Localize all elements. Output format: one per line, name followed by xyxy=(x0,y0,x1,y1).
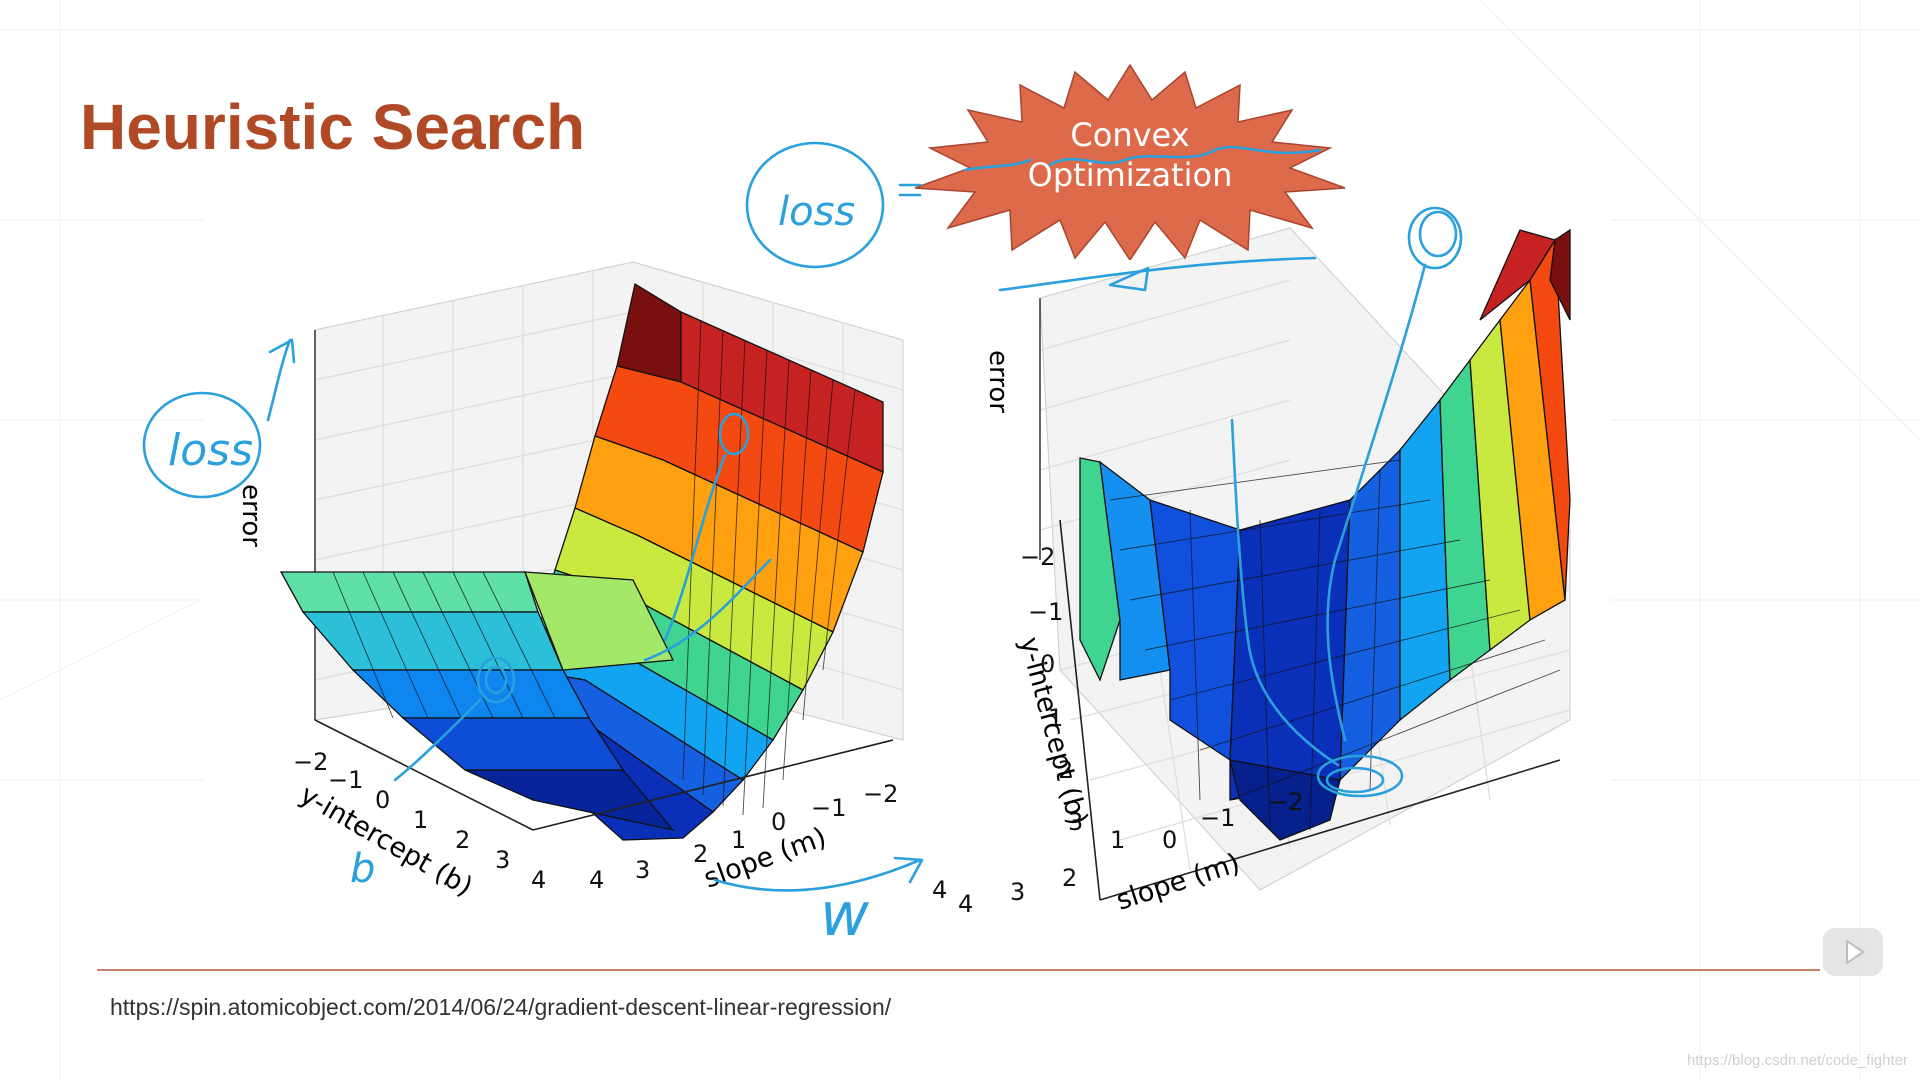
svg-text:0: 0 xyxy=(1040,650,1055,678)
svg-text:3: 3 xyxy=(495,846,510,874)
right-y-ticks: 4 3 2 1 0 −1 −2 xyxy=(958,788,1303,918)
svg-text:2: 2 xyxy=(1062,864,1077,892)
right-axes xyxy=(1059,519,1561,901)
left-y-ticks: 4 3 2 1 0 −1 −2 xyxy=(589,780,898,894)
svg-text:3: 3 xyxy=(635,856,650,884)
svg-text:−2: −2 xyxy=(293,748,328,776)
svg-text:−1: −1 xyxy=(1200,804,1235,832)
svg-text:3: 3 xyxy=(1068,808,1083,836)
svg-text:4: 4 xyxy=(932,876,947,904)
source-link[interactable]: https://spin.atomicobject.com/2014/06/24… xyxy=(110,994,892,1020)
svg-text:4: 4 xyxy=(589,866,604,894)
play-button[interactable] xyxy=(1823,928,1883,976)
svg-text:4: 4 xyxy=(958,890,973,918)
right-z-label: error xyxy=(983,350,1013,413)
svg-text:1: 1 xyxy=(1110,826,1125,854)
svg-text:1: 1 xyxy=(413,806,428,834)
svg-text:−1: −1 xyxy=(328,766,363,794)
svg-text:1: 1 xyxy=(1048,704,1063,732)
svg-text:0: 0 xyxy=(375,786,390,814)
slide-title: Heuristic Search xyxy=(80,91,586,163)
left-z-label: error xyxy=(236,484,266,547)
callout-line1: Convex xyxy=(1070,116,1189,154)
svg-text:2: 2 xyxy=(455,826,470,854)
svg-text:−1: −1 xyxy=(811,794,846,822)
svg-text:1: 1 xyxy=(731,826,746,854)
callout-line2: Optimization xyxy=(1028,156,1233,194)
convex-optimization-burst: Convex Optimization xyxy=(914,63,1346,260)
watermark: https://blog.csdn.net/code_fighter xyxy=(1687,1052,1908,1069)
svg-text:2: 2 xyxy=(693,840,708,868)
left-surface-plot: error −2 −1 0 1 2 3 4 4 3 2 1 0 −1 −2 y-… xyxy=(236,261,904,903)
right-y-label: slope (m) xyxy=(1113,848,1244,917)
svg-text:−2: −2 xyxy=(863,780,898,808)
svg-text:2: 2 xyxy=(1058,756,1073,784)
svg-text:0: 0 xyxy=(1162,826,1177,854)
play-icon xyxy=(1846,939,1865,965)
svg-text:4: 4 xyxy=(531,866,546,894)
left-y-label: slope (m) xyxy=(700,822,831,895)
svg-text:−1: −1 xyxy=(1028,598,1063,626)
right-x-ticks: −2 −1 0 1 2 3 4 xyxy=(932,543,1083,904)
svg-text:3: 3 xyxy=(1010,878,1025,906)
svg-text:−2: −2 xyxy=(1268,788,1303,816)
left-x-ticks: −2 −1 0 1 2 3 4 xyxy=(293,748,546,894)
svg-text:−2: −2 xyxy=(1020,543,1055,571)
svg-text:0: 0 xyxy=(771,808,786,836)
footer-divider xyxy=(97,969,1820,971)
right-surface-plot: error −2 −1 0 1 2 3 4 4 3 2 1 0 −1 −2 y-… xyxy=(932,227,1571,918)
